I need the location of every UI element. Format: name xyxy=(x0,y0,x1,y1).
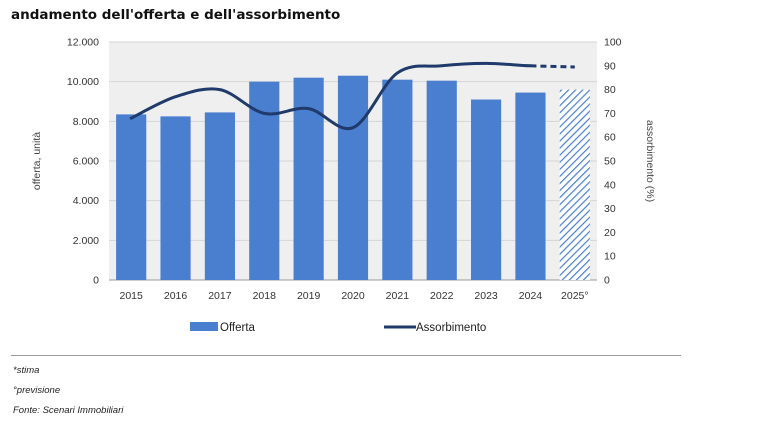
bar-offerta-2020 xyxy=(337,75,369,280)
bar-offerta-2018 xyxy=(249,81,280,281)
line-assorbimento xyxy=(129,61,532,131)
y-tick-right: 30 xyxy=(604,203,616,215)
note-source: Fonte: Scenari Immobiliari xyxy=(13,405,124,416)
bar-offerta-2024 xyxy=(515,92,546,280)
note-stima: *stima xyxy=(13,365,40,376)
x-tick: 2021 xyxy=(386,290,410,302)
y-tick-right: 40 xyxy=(604,179,616,191)
y-tick-right: 80 xyxy=(604,84,616,96)
x-tick: 2016 xyxy=(164,290,188,302)
x-tick: 2024 xyxy=(519,290,543,302)
y-tick-right: 50 xyxy=(604,156,616,168)
y-axis-label-right: assorbimento (%) xyxy=(644,120,656,202)
y-tick-right: 20 xyxy=(604,227,616,239)
y-tick-left: 0 xyxy=(93,275,99,287)
footer-divider xyxy=(11,355,681,356)
x-tick: 2022 xyxy=(430,290,454,302)
y-tick-right: 10 xyxy=(604,251,616,263)
bar-offerta-2015 xyxy=(116,114,147,281)
x-tick: 2017 xyxy=(208,290,232,302)
legend-label-assorbimento: Assorbimento xyxy=(416,322,486,334)
chart-title: andamento dell'offerta e dell'assorbimen… xyxy=(11,7,341,23)
bar-offerta-2023 xyxy=(471,99,502,281)
bar-offerta-2016 xyxy=(160,116,191,280)
bar-line-chart: 0 2.000 4.000 6.000 8.000 10.000 12.000 0 10 20 3… xyxy=(31,37,656,335)
legend-swatch-offerta xyxy=(190,322,218,331)
bar-offerta-2021 xyxy=(382,79,413,280)
x-tick: 2019 xyxy=(297,290,321,302)
y-tick-right: 70 xyxy=(604,108,616,120)
x-tick: 2015 xyxy=(120,290,144,302)
y-tick-left: 2.000 xyxy=(73,235,99,247)
y-tick-right: 60 xyxy=(604,132,616,144)
y-tick-right: 100 xyxy=(604,37,622,49)
bar-offerta-2025° xyxy=(559,89,590,280)
x-tick: 2025° xyxy=(561,290,589,302)
x-tick: 2020 xyxy=(341,290,365,302)
y-axis-label-left: offerta, unità xyxy=(31,132,43,190)
note-previsione: °previsione xyxy=(13,385,61,396)
bar-offerta-2017 xyxy=(204,112,235,281)
y-tick-left: 12.000 xyxy=(67,37,99,49)
y-tick-right: 90 xyxy=(604,60,616,72)
y-tick-right: 0 xyxy=(604,275,610,287)
y-tick-left: 6.000 xyxy=(73,156,99,168)
y-tick-left: 8.000 xyxy=(73,116,99,128)
x-tick: 2018 xyxy=(253,290,277,302)
y-tick-left: 4.000 xyxy=(73,195,99,207)
legend: Offerta Assorbimento xyxy=(190,322,486,334)
bar-offerta-2022 xyxy=(426,80,457,280)
x-tick: 2023 xyxy=(474,290,498,302)
line-assorbimento-forecast xyxy=(530,64,575,69)
y-tick-left: 10.000 xyxy=(67,76,99,88)
legend-label-offerta: Offerta xyxy=(220,322,256,334)
